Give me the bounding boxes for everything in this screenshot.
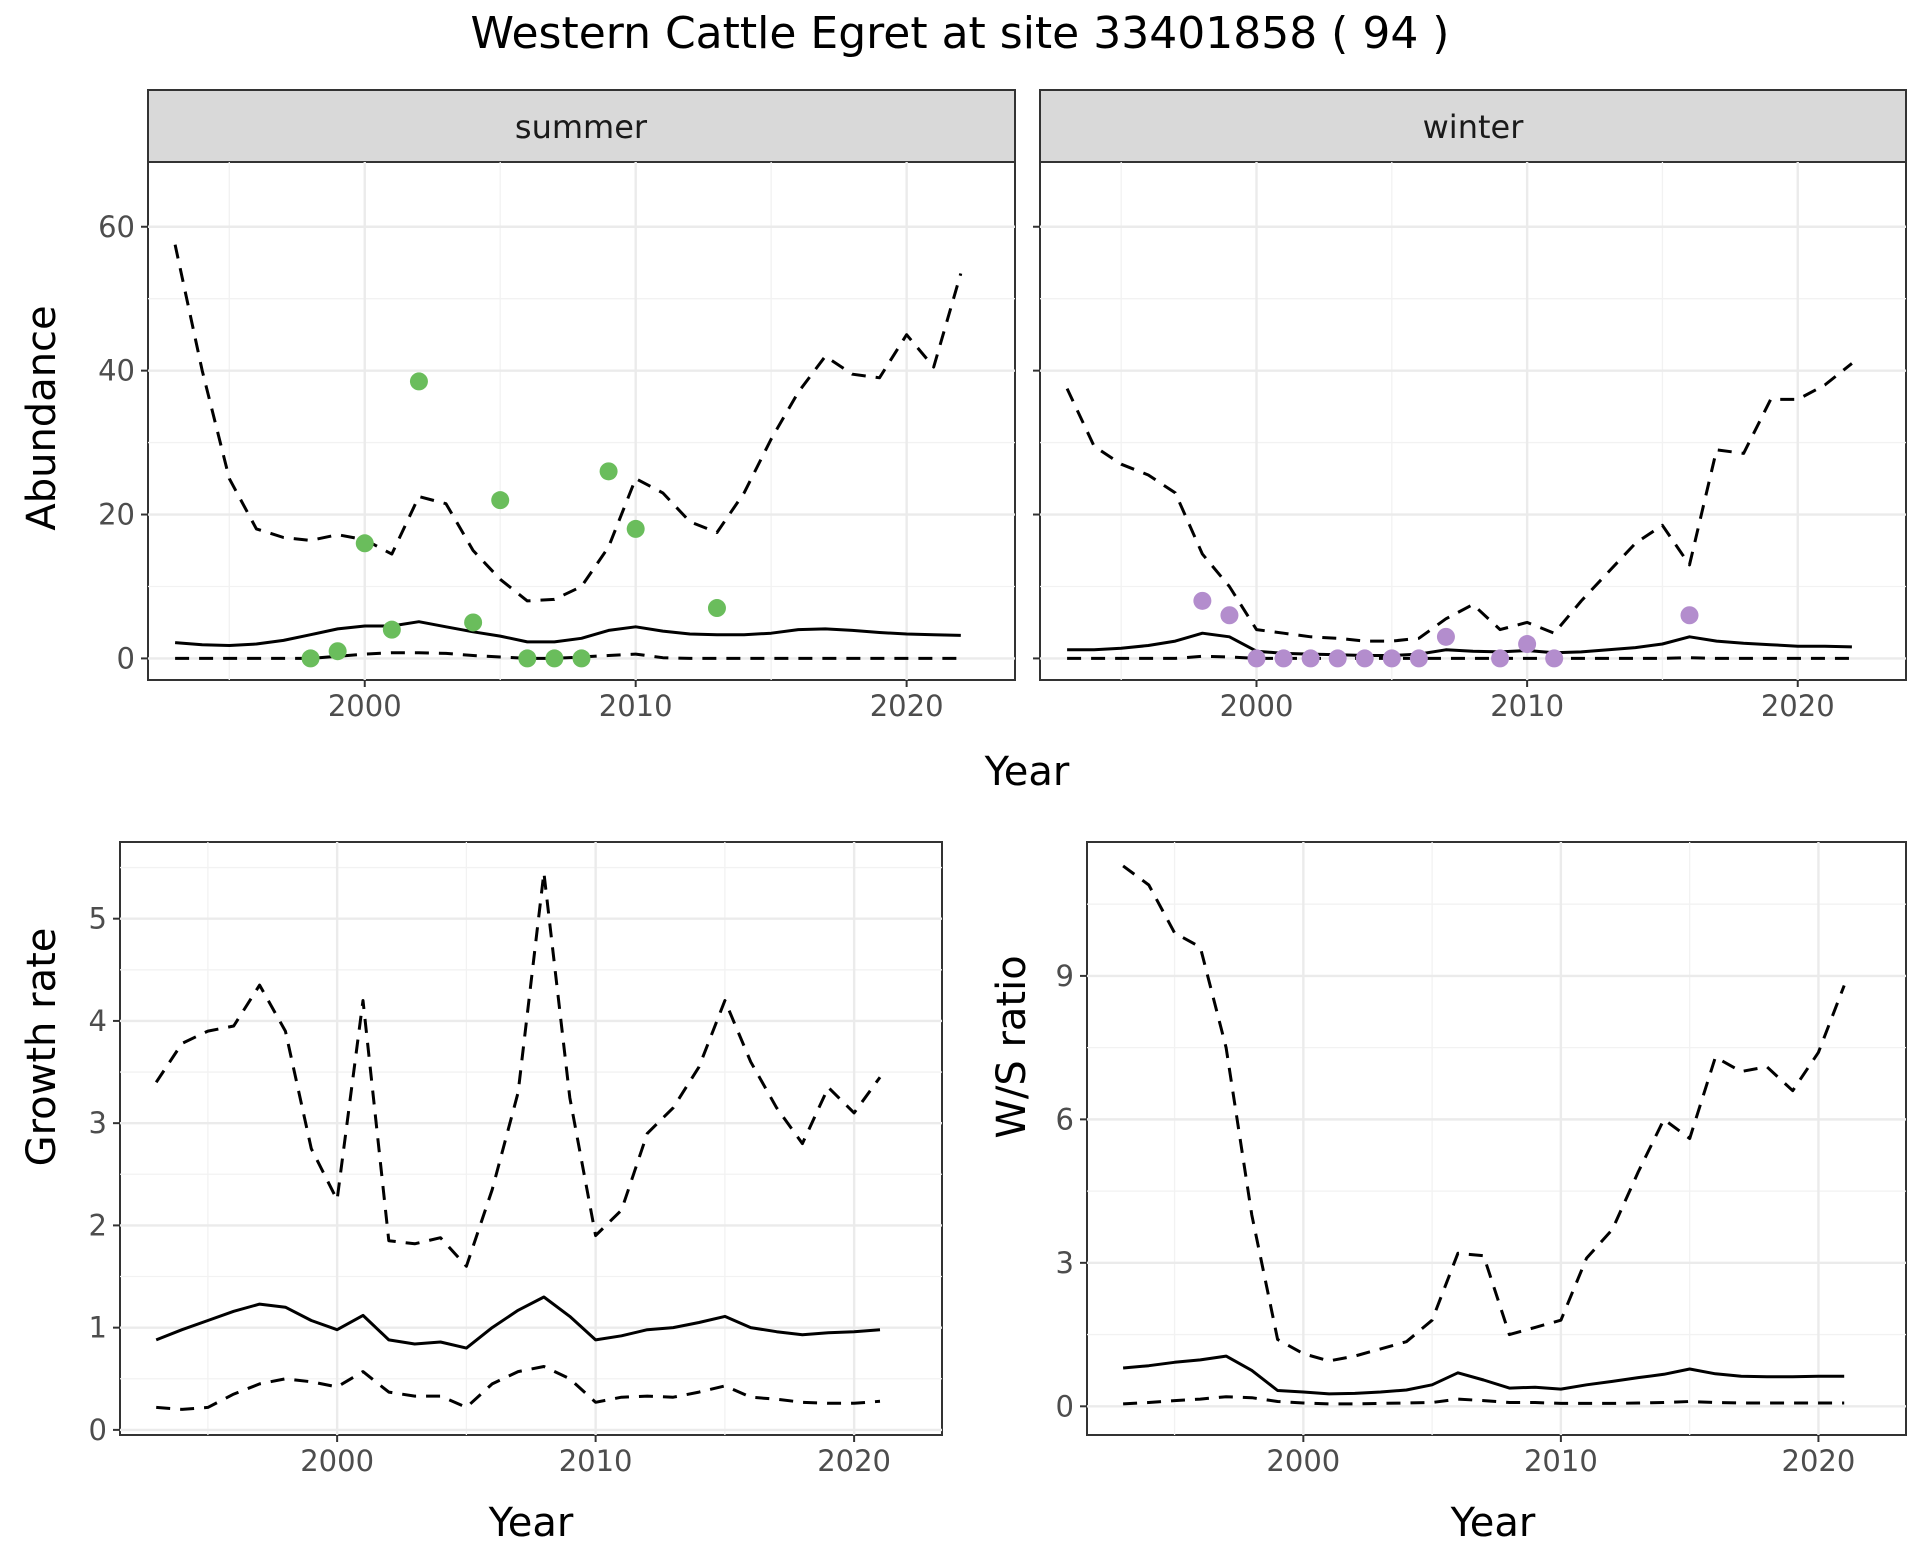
summer-xtick-label: 2010 (599, 689, 673, 723)
summer-plot-area (147, 161, 1016, 681)
ratio-gridlines (1087, 842, 1906, 1435)
winter-xtick-label: 2000 (1220, 689, 1294, 723)
summer-ytick-label: 0 (117, 641, 135, 675)
strip-summer (147, 89, 1016, 163)
growth-lower-bound-line (156, 1365, 881, 1411)
strip-winter (1039, 89, 1907, 163)
top-xlabel: Year (984, 749, 1070, 795)
ratio-ylabel: W/S ratio (989, 955, 1035, 1138)
summer-observation-point (599, 462, 618, 481)
winter-observation-point (1409, 649, 1428, 668)
summer-observation-point (545, 649, 564, 668)
ratio-plot-area (1086, 841, 1907, 1436)
growth-ytick-label: 2 (89, 1208, 107, 1242)
winter-observation-point (1491, 649, 1510, 668)
chart-title: Western Cattle Egret at site 33401858 ( … (471, 8, 1450, 59)
winter-observation-point (1436, 627, 1455, 646)
growth-ytick-label: 0 (89, 1413, 107, 1447)
winter-observations (1193, 591, 1699, 668)
summer-observation-point (328, 642, 347, 661)
summer-observation-point (409, 372, 428, 391)
growth-ytick-label: 3 (89, 1106, 107, 1140)
summer-observation-point (355, 534, 374, 553)
winter-observation-point (1328, 649, 1347, 668)
winter-observation-point (1355, 649, 1374, 668)
summer-ytick-label: 60 (98, 210, 135, 244)
summer-observation-point (464, 613, 483, 632)
summer-observation-point (301, 649, 320, 668)
ratio-xlabel: Year (1450, 1500, 1536, 1546)
growth-xtick-label: 2020 (817, 1444, 891, 1478)
ratio-estimate-line (1122, 1354, 1845, 1396)
winter-observation-point (1382, 649, 1401, 668)
summer-observation-point (518, 649, 537, 668)
growth-series (154, 871, 882, 1411)
summer-observation-point (626, 519, 645, 538)
ratio-series (1122, 864, 1846, 1406)
winter-lower-bound-line (1067, 654, 1852, 660)
growth-ylabel: Growth rate (19, 928, 65, 1167)
winter-xtick-label: 2020 (1761, 689, 1835, 723)
ratio-ytick-label: 3 (1056, 1246, 1074, 1280)
growth-xlabel: Year (488, 1500, 574, 1546)
ratio-ytick-label: 0 (1056, 1389, 1074, 1423)
winter-panel: 2000 2010 2020 (1033, 161, 1907, 723)
winter-observation-point (1301, 649, 1320, 668)
summer-ytick-label: 20 (98, 498, 135, 532)
summer-observation-point (382, 620, 401, 639)
ratio-xtick-label: 2010 (1524, 1444, 1598, 1478)
winter-observation-point (1247, 649, 1266, 668)
top-ylabel: Abundance (19, 305, 65, 530)
growth-panel: 2000 2010 2020 0 1 2 3 4 5 (89, 841, 943, 1478)
growth-upper-bound-line (154, 871, 882, 1268)
growth-plot-area (119, 841, 943, 1436)
growth-ytick-label: 4 (89, 1004, 107, 1038)
summer-panel: 2000 2010 2020 0 20 40 60 (98, 161, 1016, 723)
summer-observation-point (572, 649, 591, 668)
winter-observation-point (1274, 649, 1293, 668)
winter-observation-point (1518, 635, 1537, 654)
strip-summer-label: summer (515, 108, 648, 146)
winter-observation-point (1545, 649, 1564, 668)
summer-xtick-label: 2020 (870, 689, 944, 723)
winter-upper-bound-line (1065, 362, 1853, 643)
ratio-xtick-label: 2000 (1266, 1444, 1340, 1478)
summer-ytick-label: 40 (98, 354, 135, 388)
summer-observation-point (491, 491, 510, 510)
winter-observation-point (1220, 606, 1239, 625)
winter-xtick-label: 2010 (1490, 689, 1564, 723)
summer-upper-bound-line (173, 244, 963, 603)
summer-observations (301, 372, 726, 668)
winter-observation-point (1193, 591, 1212, 610)
ratio-panel: 2000 2010 2020 0 3 6 9 (1056, 841, 1907, 1478)
growth-xtick-label: 2000 (300, 1444, 374, 1478)
ratio-ytick-label: 6 (1056, 1102, 1074, 1136)
growth-gridlines (120, 842, 942, 1435)
ratio-upper-bound-line (1122, 864, 1846, 1363)
growth-estimate-line (155, 1295, 881, 1350)
winter-plot-area (1039, 161, 1907, 681)
ratio-lower-bound-line (1123, 1395, 1845, 1406)
summer-estimate-line (174, 620, 961, 647)
winter-estimate-line (1067, 631, 1852, 657)
winter-series (1065, 362, 1853, 660)
winter-observation-point (1680, 606, 1699, 625)
growth-xtick-label: 2010 (559, 1444, 633, 1478)
growth-ytick-label: 1 (89, 1311, 107, 1345)
strip-winter-label: winter (1423, 108, 1525, 146)
summer-observation-point (707, 599, 726, 618)
summer-xtick-label: 2000 (328, 689, 402, 723)
growth-ytick-label: 5 (89, 902, 107, 936)
ratio-xtick-label: 2020 (1782, 1444, 1856, 1478)
ratio-ytick-label: 9 (1056, 959, 1074, 993)
